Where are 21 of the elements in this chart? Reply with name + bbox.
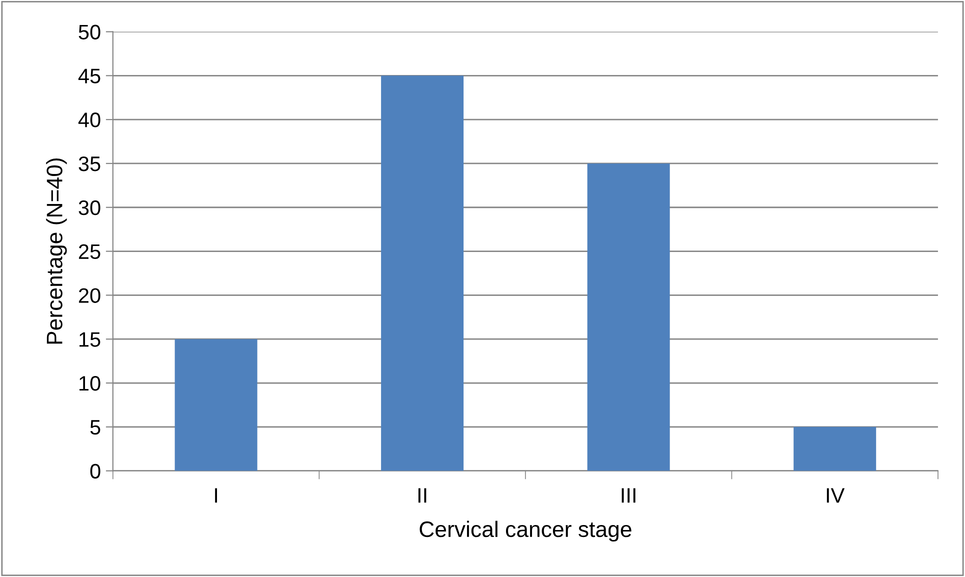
y-axis-title: Percentage (N=40) (46, 158, 67, 344)
y-tick-label: 35 (78, 156, 100, 172)
y-tick-label: 5 (90, 420, 100, 435)
y-tick-label: 30 (78, 200, 100, 216)
y-tick-label: 40 (78, 112, 100, 128)
y-tick-label: 10 (80, 376, 100, 391)
y-tick-label: 45 (78, 68, 100, 84)
x-axis-title: Cervical cancer stage (420, 520, 632, 542)
bar (587, 163, 670, 471)
x-tick-label: III (622, 488, 636, 503)
bar (174, 339, 258, 471)
x-tick-label: I (215, 488, 218, 503)
x-tick-label: IV (826, 488, 845, 503)
bar (381, 76, 464, 471)
bar (794, 426, 876, 471)
y-tick-label: 25 (78, 244, 100, 260)
y-tick-label: 0 (90, 464, 100, 479)
y-tick-label: 50 (78, 24, 100, 40)
y-tick-label: 20 (78, 288, 100, 303)
x-tick-label: II (418, 488, 426, 503)
y-tick-label: 15 (80, 332, 100, 347)
